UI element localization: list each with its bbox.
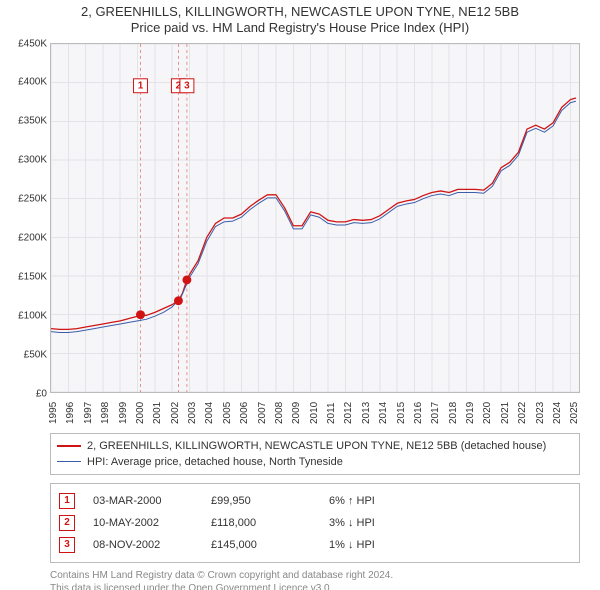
x-tick-label: 2025 (569, 401, 580, 423)
footer-text: Contains HM Land Registry data © Crown c… (50, 569, 580, 590)
x-tick-label: 1998 (100, 401, 111, 423)
y-tick-label: £200K (18, 232, 47, 243)
legend-swatch (57, 461, 81, 462)
footer-line2: This data is licensed under the Open Gov… (50, 582, 580, 590)
x-tick-label: 1999 (118, 401, 129, 423)
y-tick-label: £150K (18, 271, 47, 282)
y-tick-label: £50K (24, 349, 47, 360)
transaction-badge: 2 (59, 515, 75, 531)
x-tick-label: 2009 (291, 401, 302, 423)
transaction-delta: 1% ↓ HPI (329, 534, 429, 556)
x-tick-label: 2000 (135, 401, 146, 423)
x-tick-label: 2010 (309, 401, 320, 423)
svg-text:1: 1 (138, 80, 144, 91)
y-tick-label: £400K (18, 77, 47, 88)
x-tick-label: 1995 (48, 401, 59, 423)
x-tick-label: 2018 (448, 401, 459, 423)
legend-swatch (57, 445, 81, 447)
x-tick-label: 2021 (500, 401, 511, 423)
x-tick-label: 1996 (65, 401, 76, 423)
transaction-date: 03-MAR-2000 (93, 490, 193, 512)
x-tick-label: 2024 (552, 401, 563, 423)
transaction-delta: 3% ↓ HPI (329, 512, 429, 534)
y-tick-label: £450K (18, 38, 47, 49)
footer-line1: Contains HM Land Registry data © Crown c… (50, 569, 580, 582)
legend-row: 2, GREENHILLS, KILLINGWORTH, NEWCASTLE U… (57, 438, 573, 454)
chart-plot-area: £0£50K£100K£150K£200K£250K£300K£350K£400… (50, 43, 580, 393)
y-tick-label: £350K (18, 116, 47, 127)
y-tick-label: £0 (36, 388, 47, 399)
x-tick-label: 2015 (396, 401, 407, 423)
x-tick-label: 2014 (378, 401, 389, 423)
x-tick-label: 2007 (257, 401, 268, 423)
chart-x-axis: 1995 1996 1997 1998 1999 2000 2001 2002 2003 2004… (51, 394, 581, 430)
x-tick-label: 2022 (517, 401, 528, 423)
x-tick-label: 2011 (326, 402, 337, 424)
x-tick-label: 2019 (465, 401, 476, 423)
transaction-price: £118,000 (211, 512, 311, 534)
legend-row: HPI: Average price, detached house, Nort… (57, 454, 573, 470)
transactions-box: 1 03-MAR-2000 £99,950 6% ↑ HPI 2 10-MAY-2002 £… (50, 483, 580, 563)
y-tick-label: £250K (18, 194, 47, 205)
chart-y-axis: £0£50K£100K£150K£200K£250K£300K£350K£400… (1, 44, 47, 394)
y-tick-label: £300K (18, 155, 47, 166)
transaction-badge: 3 (59, 537, 75, 553)
x-tick-label: 2005 (222, 401, 233, 423)
transaction-delta: 6% ↑ HPI (329, 490, 429, 512)
legend-label: HPI: Average price, detached house, Nort… (87, 454, 343, 470)
legend-box: 2, GREENHILLS, KILLINGWORTH, NEWCASTLE U… (50, 433, 580, 475)
x-tick-label: 2008 (274, 401, 285, 423)
chart-svg: 123 (51, 44, 579, 392)
x-tick-label: 2006 (239, 401, 250, 423)
transaction-price: £99,950 (211, 490, 311, 512)
chart-title-line1: 2, GREENHILLS, KILLINGWORTH, NEWCASTLE U… (0, 4, 600, 20)
x-tick-label: 2012 (343, 401, 354, 423)
transaction-date: 08-NOV-2002 (93, 534, 193, 556)
x-tick-label: 2016 (413, 401, 424, 423)
x-tick-label: 1997 (83, 401, 94, 423)
x-tick-label: 2017 (430, 401, 441, 423)
chart-title-line2: Price paid vs. HM Land Registry's House … (0, 20, 600, 36)
svg-text:3: 3 (184, 80, 190, 91)
x-tick-label: 2002 (170, 401, 181, 423)
transaction-date: 10-MAY-2002 (93, 512, 193, 534)
x-tick-label: 2004 (204, 401, 215, 423)
x-tick-label: 2001 (152, 401, 163, 423)
x-tick-label: 2003 (187, 401, 198, 423)
transaction-row: 2 10-MAY-2002 £118,000 3% ↓ HPI (59, 512, 571, 534)
x-tick-label: 2020 (482, 401, 493, 423)
transaction-badge: 1 (59, 493, 75, 509)
y-tick-label: £100K (18, 310, 47, 321)
x-tick-label: 2013 (361, 401, 372, 423)
chart-title-block: 2, GREENHILLS, KILLINGWORTH, NEWCASTLE U… (0, 0, 600, 37)
transaction-price: £145,000 (211, 534, 311, 556)
transaction-row: 1 03-MAR-2000 £99,950 6% ↑ HPI (59, 490, 571, 512)
x-tick-label: 2023 (535, 401, 546, 423)
transaction-row: 3 08-NOV-2002 £145,000 1% ↓ HPI (59, 534, 571, 556)
legend-label: 2, GREENHILLS, KILLINGWORTH, NEWCASTLE U… (87, 438, 546, 454)
